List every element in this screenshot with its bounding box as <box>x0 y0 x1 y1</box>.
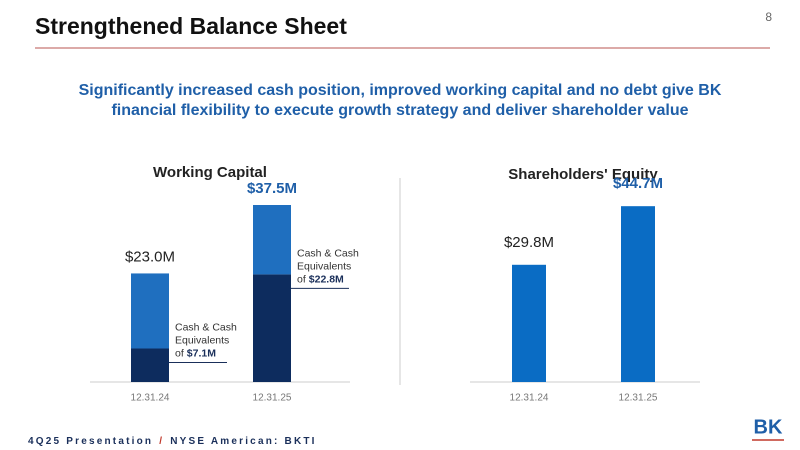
annotation-text: Cash & Cash <box>175 321 237 333</box>
annotation-text: Equivalents <box>175 334 229 346</box>
bar-segment <box>253 274 291 382</box>
annotation-line: Equivalents <box>297 260 351 272</box>
footer: 4Q25 Presentation / NYSE American: BKTI <box>28 436 317 447</box>
annotation-line: of $22.8M <box>297 273 344 285</box>
bar <box>512 264 546 382</box>
footer-part: / <box>159 436 164 447</box>
value-label: $29.8M <box>504 234 554 251</box>
annotation-line: Cash & Cash <box>175 321 237 333</box>
total-label: $23.0M <box>125 248 175 265</box>
annotation-text: Equivalents <box>297 260 351 272</box>
annotation-line: Equivalents <box>175 334 229 346</box>
subtitle-line: Significantly increased cash position, i… <box>79 82 722 99</box>
bar-segment <box>131 348 169 382</box>
x-tick-label: 12.31.24 <box>131 393 170 404</box>
x-tick-label: 12.31.25 <box>619 393 658 404</box>
subtitle-line: financial flexibility to execute growth … <box>111 102 688 119</box>
page-number: 8 <box>765 10 772 24</box>
footer-part: 4Q25 Presentation <box>28 436 153 447</box>
total-label: $37.5M <box>247 180 297 197</box>
annotation-line: Cash & Cash <box>297 247 359 259</box>
annotation-text: Cash & Cash <box>297 247 359 259</box>
annotation-text: of <box>297 273 306 285</box>
x-tick-label: 12.31.25 <box>253 393 292 404</box>
chart-title: Shareholders' Equity <box>508 166 658 183</box>
annotation-value: $22.8M <box>309 273 344 285</box>
annotation-line: of $7.1M <box>175 347 216 359</box>
annotation-text: of <box>175 347 184 359</box>
chart-title: Working Capital <box>153 164 267 181</box>
bar-segment <box>253 205 291 275</box>
footer-part: NYSE American: BKTI <box>170 436 316 447</box>
value-label: $44.7M <box>613 175 663 192</box>
bar <box>621 206 655 382</box>
logo: BK <box>754 416 783 438</box>
bar-segment <box>131 273 169 349</box>
annotation-value: $7.1M <box>187 347 216 359</box>
slide-title: Strengthened Balance Sheet <box>35 13 347 39</box>
x-tick-label: 12.31.24 <box>510 393 549 404</box>
